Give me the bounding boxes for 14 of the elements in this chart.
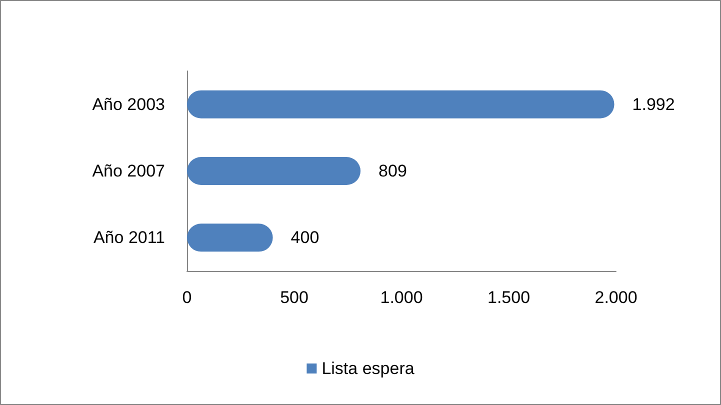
x-tick-label: 2.000: [594, 288, 638, 307]
bar: [187, 90, 614, 118]
x-tick-label: 500: [280, 288, 308, 307]
x-tick-label: 1.000: [380, 288, 423, 307]
y-tick-label: Año 2007: [92, 162, 165, 180]
data-label: 809: [378, 162, 407, 180]
bar: [187, 157, 361, 185]
legend-label: Lista espera: [322, 359, 415, 378]
x-tick-label: 0: [182, 288, 192, 307]
data-label: 400: [290, 228, 320, 248]
data-label: 1.992: [632, 94, 675, 114]
x-tick-label: 1.500: [487, 288, 530, 307]
y-tick-label: Año 2003: [92, 94, 165, 114]
y-tick-label: Año 2011: [93, 228, 165, 248]
